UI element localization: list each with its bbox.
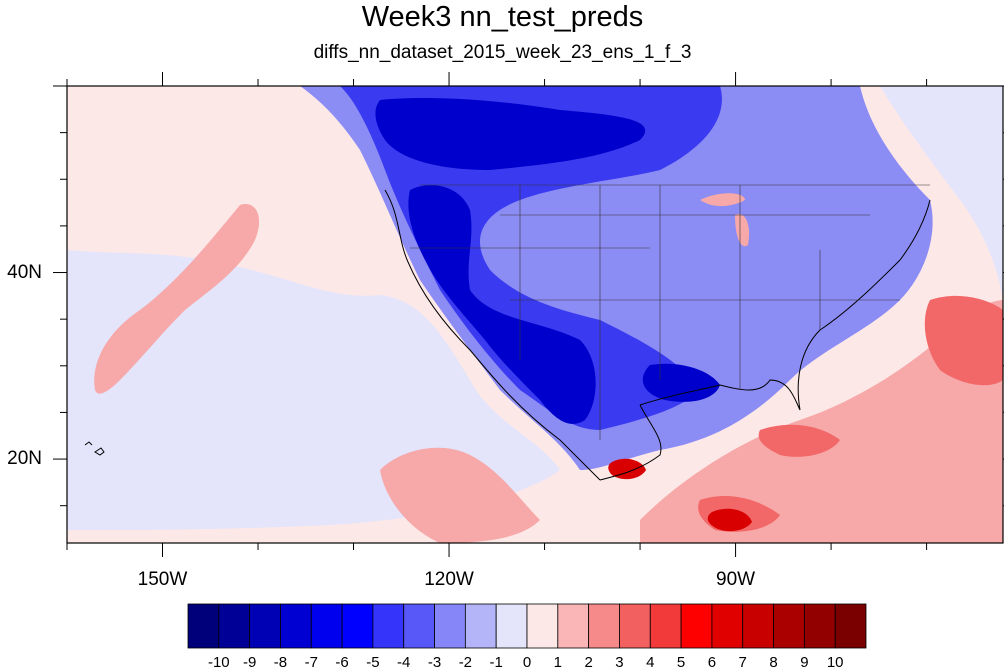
colorbar-swatch [834,603,867,649]
colorbar-swatch [680,603,713,649]
deep-blue-field-texas [642,363,720,402]
colorbar-label: -6 [335,654,349,671]
colorbar-swatch [434,603,466,649]
anomaly-fields [67,86,1003,543]
colorbar-label: -5 [366,654,380,671]
colorbar-swatch [557,603,590,649]
colorbar-label: 8 [769,654,778,671]
latitude-label: 40N [7,261,42,283]
colorbar-swatch [218,603,251,649]
colorbar-swatch [711,603,744,649]
colorbar-swatch [773,603,805,649]
colorbar-label: 0 [522,654,532,671]
state-borders [410,184,930,440]
plot-title: Week3 nn_test_preds [361,1,644,33]
colorbar-label: -2 [458,654,473,671]
colorbar-swatch [187,603,220,649]
colorbar-label: 9 [800,654,809,671]
colorbar-swatch [249,603,281,649]
colorbar-swatch [341,603,374,649]
colorbar-swatch [619,603,651,649]
colorbar-label: -10 [207,654,230,671]
deep-red-field-mexico [608,458,646,480]
map-ticks [53,72,1004,557]
colorbar-label: 2 [584,654,593,671]
light-red-field-pacific-band [94,204,260,394]
colorbar-label: 4 [646,654,655,671]
pale-blue-field-north [67,86,1003,300]
colorbar-label: -8 [273,654,288,671]
colorbar-swatch [403,603,435,649]
colorbar-swatch [803,603,836,649]
mid-red-field-gulf [758,424,840,457]
latitude-label: 20N [7,448,42,470]
deep-blue-field-west [408,185,596,424]
longitude-label: 120W [424,569,474,590]
hawaii-islands [84,441,105,456]
colorbar-swatch [464,603,497,649]
plot-subtitle: diffs_nn_dataset_2015_week_23_ens_1_f_3 [313,42,692,63]
light-red-field-atlantic [640,300,1003,543]
colorbar-label: 1 [553,654,562,671]
deep-blue-field-canada [375,98,646,170]
light-red-field-mexico [380,447,540,543]
mid-blue-field-continent [340,86,722,430]
colorbar-swatch [280,603,312,649]
colorbar-swatch [526,603,559,649]
colorbar-label: -9 [242,654,257,671]
colorbar-label: 6 [707,654,717,671]
colorbar-label: 3 [615,654,624,671]
colorbar-swatch [495,603,528,649]
colorbar-swatch [310,603,343,649]
colorbar-swatch [372,603,405,649]
coastline [384,189,931,481]
colorbar-swatch [588,603,620,649]
colorbar-swatch [742,603,774,649]
deep-red-field-central-america [707,508,752,532]
colorbar-label: -1 [489,654,503,671]
colorbar-label: 10 [826,654,844,671]
map-frame [66,85,1004,544]
colorbar-swatch [649,603,682,649]
mid-red-field-atlantic [924,295,1003,386]
colorbar-label: 7 [738,654,747,671]
colorbar-label: 5 [676,654,686,671]
longitude-label: 150W [137,569,188,590]
light-red-field-great-lakes [700,193,750,247]
colorbar-label: -4 [397,654,411,671]
longitude-label: 90W [716,569,756,590]
colorbar-label: -3 [427,654,442,671]
colorbar-label: -7 [304,654,318,671]
